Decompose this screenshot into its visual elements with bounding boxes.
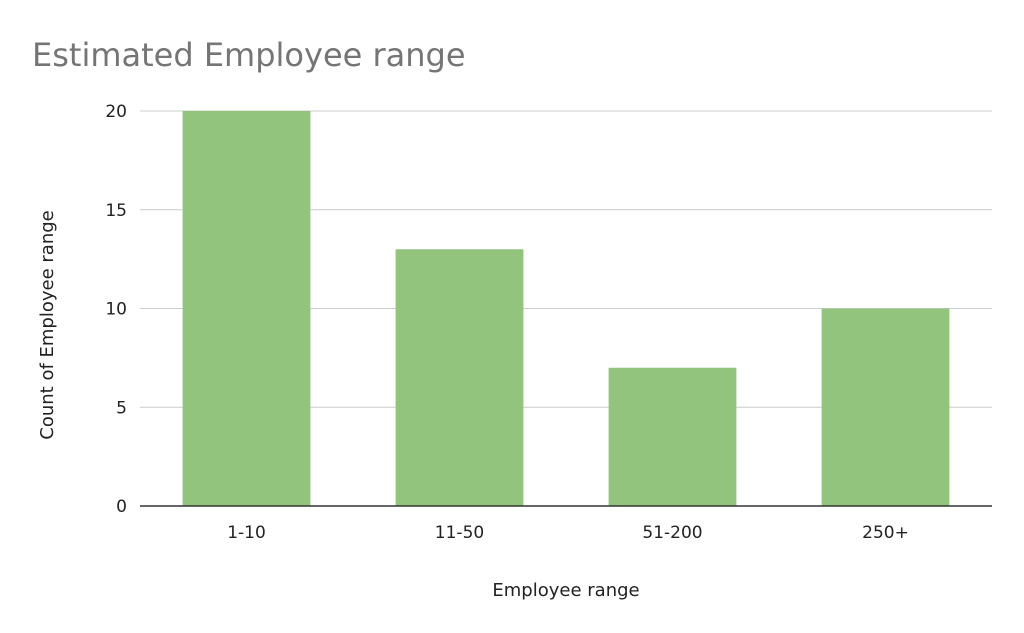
x-tick-label: 250+ <box>862 523 909 543</box>
x-tick-label: 51-200 <box>642 523 702 543</box>
x-axis-ticks: 1-10 11-50 51-200 250+ <box>227 523 909 543</box>
bar-1-10 <box>182 111 311 506</box>
y-tick-label: 20 <box>105 102 127 122</box>
y-axis-ticks: 0 5 10 15 20 <box>105 102 127 517</box>
y-tick-label: 0 <box>116 497 127 517</box>
x-axis-label: Employee range <box>492 580 639 601</box>
bar-11-50 <box>395 249 524 506</box>
bar-51-200 <box>608 367 737 506</box>
y-tick-label: 15 <box>105 201 127 221</box>
y-axis-label: Count of Employee range <box>37 210 58 439</box>
y-tick-label: 10 <box>105 300 127 320</box>
x-tick-label: 1-10 <box>227 523 266 543</box>
x-tick-label: 11-50 <box>435 523 484 543</box>
chart-title: Estimated Employee range <box>32 36 466 74</box>
bars <box>182 111 950 506</box>
y-tick-label: 5 <box>116 398 127 418</box>
bar-250+ <box>821 308 950 506</box>
